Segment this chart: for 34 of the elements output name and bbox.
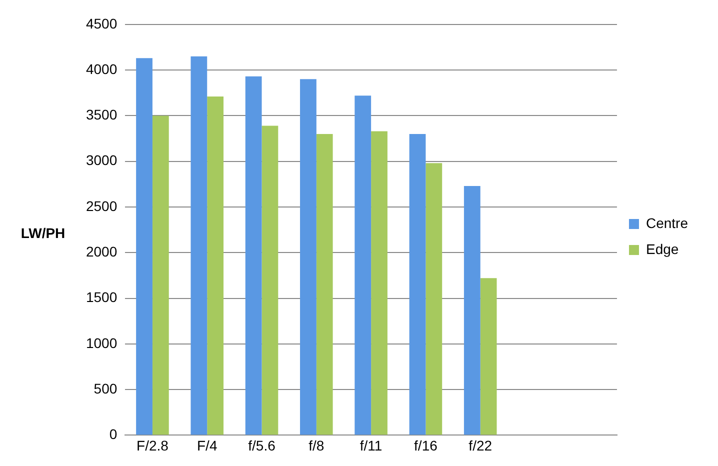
bar [316,134,333,435]
bar [262,126,278,435]
x-tick-label: f/5.6 [248,437,276,454]
legend-label: Edge [646,240,679,257]
legend-label: Centre [646,214,688,231]
x-tick-label: F/4 [197,437,218,454]
bar [426,163,442,435]
x-tick-label: F/2.8 [136,437,169,454]
y-tick-label: 500 [94,380,118,396]
x-tick-label: f/8 [308,437,324,454]
bar [354,96,372,435]
y-tick-label: 2000 [86,243,118,260]
x-tick-label: f/11 [360,437,382,454]
bar [152,116,169,435]
y-tick-label: 0 [109,426,118,442]
y-tick-label: 4500 [86,15,118,32]
y-tick-label: 1500 [86,289,118,306]
y-tick-label: 1000 [86,334,118,351]
y-axis-title: LW/PH [20,225,66,241]
bar [136,58,152,435]
bar [371,131,388,435]
y-tick-label: 3000 [86,152,118,168]
x-tick-label: f/22 [468,437,492,454]
bar [245,76,262,435]
bar [300,79,316,435]
y-tick-label: 3500 [86,106,118,123]
x-tick-label: f/16 [414,437,438,454]
bar [409,134,426,435]
y-tick-label: 2500 [86,198,118,214]
bar [190,56,208,435]
y-tick-label: 4000 [86,60,118,77]
bar [480,278,497,435]
bar [464,186,480,435]
bar [207,96,224,435]
